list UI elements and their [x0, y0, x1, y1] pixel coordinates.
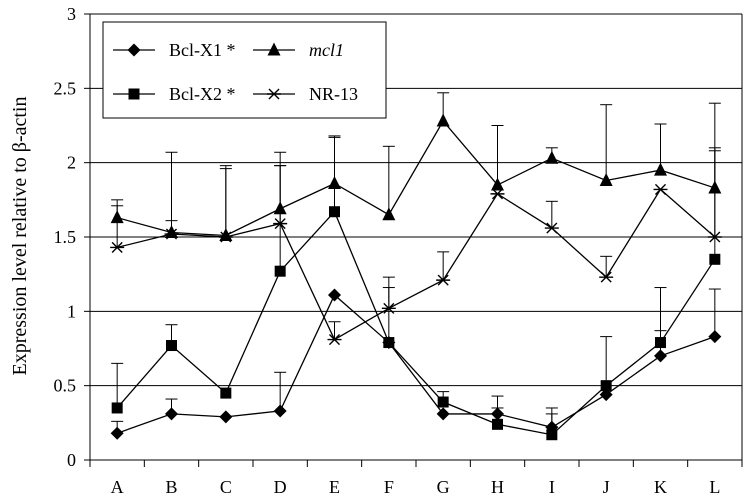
x-tick-label: E	[329, 477, 340, 497]
y-tick-label: 0	[67, 450, 76, 470]
y-axis-title: Expression level relative to β-actin	[9, 97, 31, 376]
point-bcl-x1	[110, 426, 124, 440]
series-line-mcl1	[116, 119, 716, 237]
point-mcl1	[708, 180, 722, 194]
point-bcl-x2	[546, 429, 558, 441]
point-mcl1	[328, 175, 341, 189]
y-tick-label: 1.5	[54, 227, 77, 247]
series-markers	[110, 113, 722, 441]
point-bcl-x1	[328, 288, 341, 302]
point-mcl1	[491, 177, 504, 191]
point-bcl-x1	[708, 330, 722, 344]
point-mcl1	[599, 173, 613, 187]
point-bcl-x2	[274, 265, 286, 277]
series-line-bcl-x1	[116, 293, 716, 434]
point-mcl1	[165, 225, 178, 239]
point-bcl-x1	[436, 407, 450, 421]
legend-marker-nr-13	[267, 88, 281, 100]
legend-marker-bcl-x2	[128, 88, 140, 100]
y-tick-label: 3	[67, 4, 76, 24]
point-nr-13	[273, 218, 288, 230]
point-bcl-x1	[165, 407, 178, 421]
legend-label-nr-13: NR-13	[309, 84, 358, 104]
x-tick-label: B	[165, 477, 177, 497]
point-bcl-x1	[654, 349, 667, 363]
tick-labels: 0 0.5 1 1.5 2 2.5 3 A B C D E F G H I J K L	[54, 4, 721, 497]
x-tick-label: I	[549, 477, 555, 497]
legend-label-bcl-x1: Bcl-X1 *	[169, 40, 236, 60]
y-tick-label: 0.5	[54, 376, 77, 396]
legend-marker-mcl1	[267, 42, 281, 56]
series-line-nr-13	[117, 188, 716, 341]
x-tick-label: G	[437, 477, 450, 497]
point-bcl-x2	[220, 387, 232, 399]
point-mcl1	[545, 150, 559, 164]
point-nr-13	[110, 241, 125, 253]
error-bars	[111, 92, 721, 435]
x-tick-label: H	[491, 477, 504, 497]
point-bcl-x2	[437, 396, 449, 408]
point-nr-13	[544, 222, 559, 234]
point-nr-13	[381, 302, 396, 314]
point-mcl1	[382, 207, 396, 221]
point-bcl-x2	[383, 337, 395, 349]
y-tick-label: 2.5	[54, 78, 77, 98]
legend-label-bcl-x2: Bcl-X2 *	[169, 84, 236, 104]
point-mcl1	[110, 210, 124, 224]
legend-label-mcl1: mcl1	[309, 40, 344, 60]
point-bcl-x2	[111, 402, 123, 414]
x-tick-label: J	[603, 477, 610, 497]
legend-box	[102, 21, 387, 119]
legend-marker-bcl-x1	[127, 43, 141, 57]
point-bcl-x2	[166, 340, 177, 352]
y-tick-label: 2	[67, 153, 76, 173]
point-bcl-x1	[273, 404, 287, 418]
point-nr-13	[164, 228, 179, 240]
point-nr-13	[599, 271, 614, 283]
point-mcl1	[654, 162, 667, 176]
point-bcl-x2	[709, 253, 721, 265]
point-bcl-x1	[491, 407, 504, 421]
x-tick-label: K	[654, 477, 667, 497]
point-nr-13	[327, 334, 342, 346]
point-mcl1	[436, 113, 450, 127]
point-bcl-x1	[599, 388, 613, 402]
point-bcl-x2	[655, 337, 666, 349]
series-lines	[116, 119, 716, 436]
point-nr-13	[653, 183, 668, 195]
x-tick-label: A	[111, 477, 124, 497]
series-line-bcl-x2	[116, 210, 716, 436]
y-tick-label: 1	[67, 301, 76, 321]
point-bcl-x2	[492, 418, 503, 430]
axes	[84, 13, 743, 467]
point-nr-13	[490, 188, 505, 200]
x-tick-label: F	[384, 477, 394, 497]
point-mcl1	[273, 201, 287, 215]
legend: Bcl-X1 * mcl1 Bcl-X2 * NR-13	[102, 21, 387, 119]
point-nr-13	[436, 274, 451, 286]
x-tick-label: L	[709, 477, 720, 497]
point-bcl-x1	[219, 410, 233, 424]
point-nr-13	[218, 231, 233, 243]
point-mcl1	[219, 228, 233, 242]
point-bcl-x2	[600, 380, 612, 392]
point-bcl-x2	[329, 206, 340, 218]
x-tick-label: D	[274, 477, 287, 497]
x-tick-label: C	[220, 477, 232, 497]
point-nr-13	[707, 231, 722, 243]
